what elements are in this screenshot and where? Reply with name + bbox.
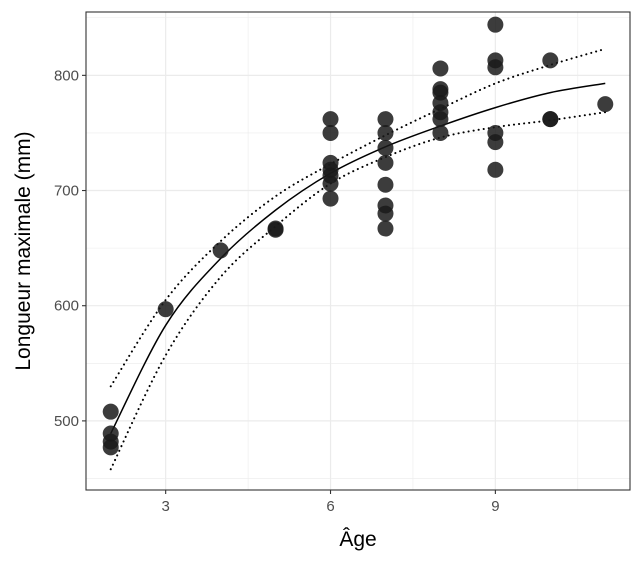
data-point: [377, 139, 394, 156]
y-tick-label: 700: [54, 183, 79, 200]
data-point: [322, 190, 339, 207]
x-tick-label: 3: [162, 498, 170, 515]
x-axis: 3 6 9: [162, 490, 500, 515]
y-tick-label: 600: [54, 298, 79, 315]
data-point: [102, 403, 119, 420]
data-point: [212, 242, 229, 259]
panel-background: [86, 12, 630, 490]
data-point: [102, 439, 119, 456]
y-axis: 500 600 700 800: [54, 67, 86, 430]
data-point: [487, 59, 504, 76]
data-point: [542, 111, 559, 128]
data-point: [432, 124, 449, 141]
data-point: [377, 154, 394, 171]
x-axis-title: Âge: [339, 528, 376, 551]
x-tick-label: 6: [326, 498, 334, 515]
major-gridlines: [86, 12, 630, 490]
y-tick-label: 800: [54, 67, 79, 84]
data-point: [377, 220, 394, 237]
data-point: [487, 161, 504, 178]
y-axis-title: Longueur maximale (mm): [12, 131, 35, 370]
minor-gridlines: [86, 12, 630, 490]
data-point: [157, 301, 174, 318]
data-points: [102, 16, 614, 456]
data-point: [322, 111, 339, 128]
y-tick-label: 500: [54, 413, 79, 430]
data-point: [377, 176, 394, 193]
data-point: [487, 134, 504, 151]
x-tick-label: 9: [491, 498, 499, 515]
data-point: [432, 111, 449, 128]
data-point: [597, 96, 614, 113]
data-point: [322, 175, 339, 192]
panel-border: [85, 11, 631, 491]
upper-bound-line: [109, 47, 607, 388]
data-point: [377, 124, 394, 141]
plot-panel: [85, 11, 631, 491]
data-point: [377, 111, 394, 128]
data-point: [322, 124, 339, 141]
data-point: [487, 16, 504, 33]
data-point: [432, 60, 449, 77]
data-point: [542, 52, 559, 69]
data-point: [377, 205, 394, 222]
data-point: [267, 221, 284, 238]
